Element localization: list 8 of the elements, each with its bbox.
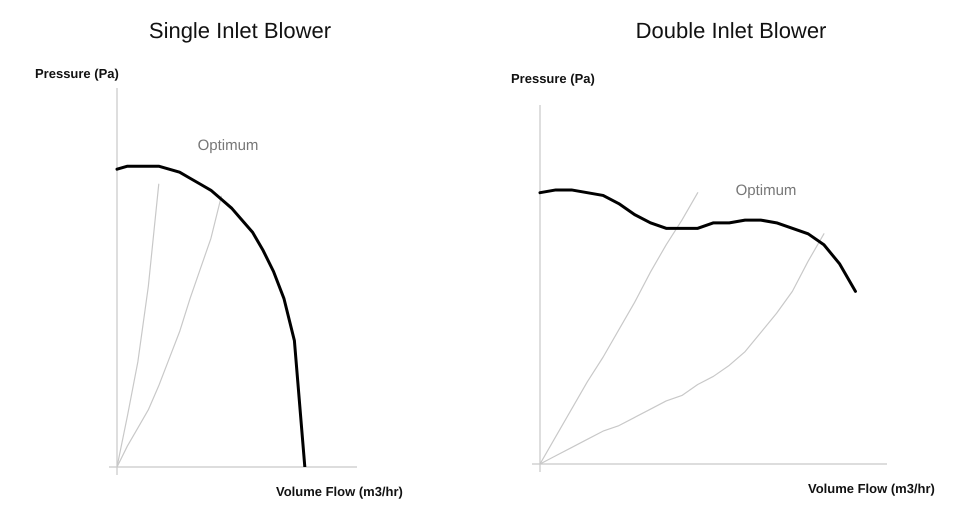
y-axis-title: Pressure (Pa) — [35, 66, 119, 81]
y-axis-title: Pressure (Pa) — [511, 71, 595, 86]
x-axis-title: Volume Flow (m3/hr) — [276, 484, 403, 499]
x-axis-title: Volume Flow (m3/hr) — [808, 481, 935, 496]
chart-title: Double Inlet Blower — [636, 18, 826, 44]
chart-title: Single Inlet Blower — [148, 18, 332, 44]
text: Optimum — [198, 137, 258, 154]
annotation: Optimum — [736, 182, 796, 199]
